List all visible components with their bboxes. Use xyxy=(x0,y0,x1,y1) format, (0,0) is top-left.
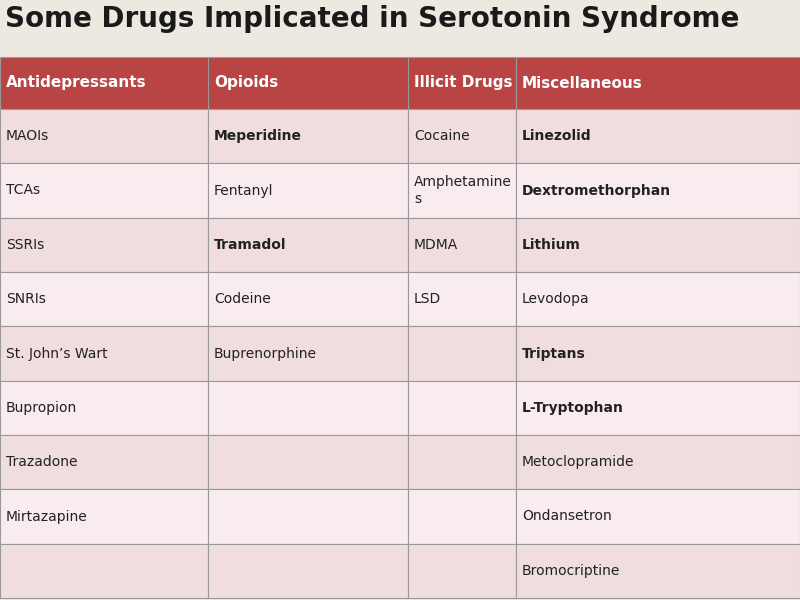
Bar xyxy=(0,218,208,272)
Bar xyxy=(208,380,408,435)
Text: Cocaine: Cocaine xyxy=(414,129,470,143)
Bar xyxy=(208,326,408,380)
Text: Triptans: Triptans xyxy=(522,347,586,361)
Bar xyxy=(408,57,516,109)
Text: Meperidine: Meperidine xyxy=(214,129,302,143)
Bar xyxy=(516,109,800,163)
Text: St. John’s Wart: St. John’s Wart xyxy=(6,347,108,361)
Bar xyxy=(516,544,800,598)
Bar xyxy=(408,490,516,544)
Bar xyxy=(408,380,516,435)
Bar xyxy=(408,326,516,380)
Bar xyxy=(0,109,208,163)
Bar xyxy=(0,435,208,490)
Text: Levodopa: Levodopa xyxy=(522,292,590,306)
Bar xyxy=(408,218,516,272)
Bar xyxy=(0,163,208,218)
Bar xyxy=(516,490,800,544)
Bar xyxy=(208,435,408,490)
Bar xyxy=(408,109,516,163)
Bar xyxy=(208,218,408,272)
Bar xyxy=(408,272,516,326)
Bar xyxy=(208,272,408,326)
Bar xyxy=(0,490,208,544)
Text: Illicit Drugs: Illicit Drugs xyxy=(414,76,513,91)
Text: Buprenorphine: Buprenorphine xyxy=(214,347,317,361)
Text: Metoclopramide: Metoclopramide xyxy=(522,455,634,469)
Bar xyxy=(516,435,800,490)
Bar xyxy=(208,544,408,598)
Text: Codeine: Codeine xyxy=(214,292,270,306)
Text: Miscellaneous: Miscellaneous xyxy=(522,76,642,91)
Text: Some Drugs Implicated in Serotonin Syndrome: Some Drugs Implicated in Serotonin Syndr… xyxy=(5,5,739,33)
Text: Dextromethorphan: Dextromethorphan xyxy=(522,184,671,197)
Bar xyxy=(0,57,208,109)
Bar xyxy=(208,57,408,109)
Bar xyxy=(516,57,800,109)
Bar xyxy=(516,218,800,272)
Text: Antidepressants: Antidepressants xyxy=(6,76,146,91)
Bar xyxy=(208,163,408,218)
Bar xyxy=(208,490,408,544)
Text: Trazadone: Trazadone xyxy=(6,455,78,469)
Bar xyxy=(516,380,800,435)
Text: Tramadol: Tramadol xyxy=(214,238,286,252)
Text: Opioids: Opioids xyxy=(214,76,278,91)
Bar xyxy=(0,544,208,598)
Text: Amphetamine
s: Amphetamine s xyxy=(414,175,512,206)
Text: Bromocriptine: Bromocriptine xyxy=(522,564,620,578)
Bar xyxy=(0,326,208,380)
Text: LSD: LSD xyxy=(414,292,442,306)
Text: Mirtazapine: Mirtazapine xyxy=(6,509,88,523)
Text: SNRIs: SNRIs xyxy=(6,292,46,306)
Bar xyxy=(408,163,516,218)
Bar xyxy=(408,435,516,490)
Bar xyxy=(516,163,800,218)
Text: Linezolid: Linezolid xyxy=(522,129,592,143)
Text: Bupropion: Bupropion xyxy=(6,401,78,415)
Text: Fentanyl: Fentanyl xyxy=(214,184,274,197)
Bar xyxy=(0,380,208,435)
Text: SSRIs: SSRIs xyxy=(6,238,44,252)
Bar xyxy=(0,272,208,326)
Bar xyxy=(208,109,408,163)
Bar xyxy=(408,544,516,598)
Text: L-Tryptophan: L-Tryptophan xyxy=(522,401,624,415)
Text: MDMA: MDMA xyxy=(414,238,458,252)
Bar xyxy=(516,272,800,326)
Text: TCAs: TCAs xyxy=(6,184,40,197)
Bar xyxy=(516,326,800,380)
Text: Lithium: Lithium xyxy=(522,238,581,252)
Text: Ondansetron: Ondansetron xyxy=(522,509,612,523)
Text: MAOIs: MAOIs xyxy=(6,129,50,143)
